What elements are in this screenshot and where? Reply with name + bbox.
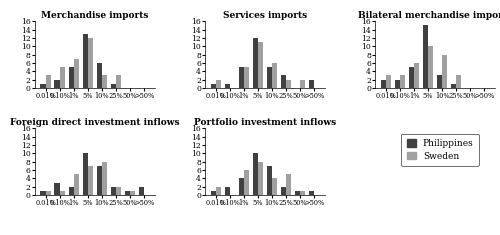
Bar — [54, 80, 60, 88]
Bar — [110, 84, 116, 88]
Bar — [408, 67, 414, 88]
Bar — [380, 80, 386, 88]
Bar — [442, 55, 448, 88]
Bar — [68, 67, 74, 88]
Bar — [46, 191, 51, 195]
Bar — [394, 80, 400, 88]
Bar — [60, 67, 65, 88]
Bar — [88, 166, 93, 195]
Bar — [116, 187, 121, 195]
Bar — [309, 80, 314, 88]
Bar — [102, 75, 107, 88]
Bar — [96, 63, 102, 88]
Bar — [286, 174, 292, 195]
Bar — [258, 42, 264, 88]
Title: Bilateral merchandise imports: Bilateral merchandise imports — [358, 11, 500, 20]
Bar — [74, 59, 79, 88]
Bar — [300, 80, 306, 88]
Bar — [428, 46, 434, 88]
Bar — [60, 191, 65, 195]
Bar — [266, 166, 272, 195]
Bar — [216, 187, 221, 195]
Bar — [210, 84, 216, 88]
Bar — [210, 191, 216, 195]
Bar — [309, 191, 314, 195]
Bar — [82, 153, 88, 195]
Bar — [238, 178, 244, 195]
Bar — [138, 187, 144, 195]
Bar — [40, 191, 46, 195]
Bar — [272, 63, 278, 88]
Bar — [96, 166, 102, 195]
Bar — [244, 67, 250, 88]
Bar — [54, 183, 60, 195]
Bar — [68, 187, 74, 195]
Bar — [224, 84, 230, 88]
Bar — [88, 38, 93, 88]
Bar — [216, 80, 221, 88]
Bar — [300, 191, 306, 195]
Bar — [280, 187, 286, 195]
Bar — [238, 67, 244, 88]
Title: Portfolio investment inflows: Portfolio investment inflows — [194, 118, 336, 127]
Title: Services imports: Services imports — [223, 11, 307, 20]
Bar — [456, 75, 462, 88]
Bar — [258, 162, 264, 195]
Bar — [295, 191, 300, 195]
Bar — [451, 84, 456, 88]
Bar — [244, 170, 250, 195]
Bar — [423, 25, 428, 88]
Bar — [110, 187, 116, 195]
Bar — [40, 84, 46, 88]
Bar — [414, 63, 420, 88]
Bar — [286, 80, 292, 88]
Bar — [252, 153, 258, 195]
Bar — [386, 75, 392, 88]
Bar — [224, 187, 230, 195]
Bar — [280, 75, 286, 88]
Bar — [400, 75, 406, 88]
Bar — [272, 178, 278, 195]
Bar — [74, 174, 79, 195]
Bar — [130, 191, 136, 195]
Legend: Philippines, Sweden: Philippines, Sweden — [401, 134, 479, 166]
Bar — [102, 162, 107, 195]
Bar — [252, 38, 258, 88]
Bar — [437, 75, 442, 88]
Title: Merchandise imports: Merchandise imports — [41, 11, 148, 20]
Bar — [116, 75, 121, 88]
Bar — [266, 67, 272, 88]
Bar — [124, 191, 130, 195]
Bar — [46, 75, 51, 88]
Bar — [82, 34, 88, 88]
Title: Foreign direct investment inflows: Foreign direct investment inflows — [10, 118, 179, 127]
